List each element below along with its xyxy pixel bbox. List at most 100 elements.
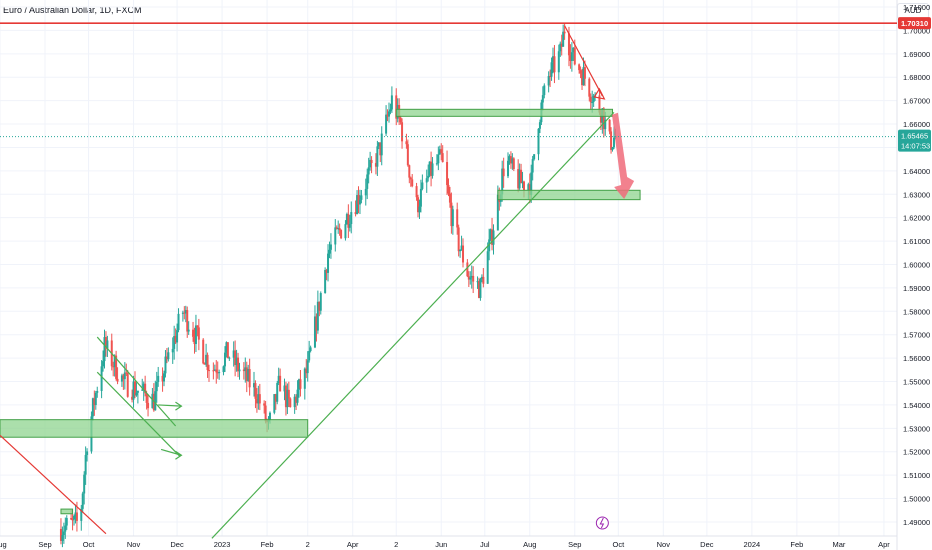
candle-down <box>401 122 404 142</box>
x-tick-label: Jul <box>480 540 490 549</box>
x-tick-label: 2 <box>394 540 398 549</box>
candle-down <box>583 67 586 79</box>
support-zone <box>395 108 614 117</box>
candle-up <box>309 347 312 351</box>
candle-down <box>522 181 525 190</box>
candle-up <box>507 160 510 177</box>
candle-down <box>598 95 601 113</box>
y-tick-label: 1.66000 <box>903 120 930 129</box>
candle-down <box>215 369 218 373</box>
candle-up <box>283 385 286 392</box>
candle-up <box>389 109 392 112</box>
candle-down <box>335 227 338 229</box>
candle-down <box>588 78 591 97</box>
candle-up <box>459 249 462 252</box>
candle-up <box>438 149 441 155</box>
candle-up <box>531 159 534 173</box>
candle-down <box>549 76 552 78</box>
x-tick-label: Dec <box>170 540 184 549</box>
candle-down <box>573 47 576 65</box>
x-tick-label: 2023 <box>214 540 231 549</box>
candle-down <box>263 403 266 406</box>
candle-up <box>348 224 351 228</box>
candle-down <box>472 275 475 282</box>
candle-down <box>482 276 485 284</box>
candle-down <box>450 202 453 227</box>
y-tick-label: 1.68000 <box>903 73 930 82</box>
candle-up <box>376 146 379 167</box>
candle-up <box>247 369 250 381</box>
candle-up <box>360 195 363 200</box>
candle-up <box>100 366 103 391</box>
candle-down <box>440 149 443 154</box>
last-price-text: 1.65465 <box>901 132 928 141</box>
candle-down <box>456 209 459 228</box>
candle-down <box>579 70 582 74</box>
candle-down <box>144 383 147 394</box>
candle-down <box>512 158 515 170</box>
candle-down <box>347 214 350 228</box>
candle-down <box>255 398 258 404</box>
candle-up <box>369 159 372 168</box>
candle-up <box>470 275 473 278</box>
candle-down <box>315 316 318 331</box>
candle-up <box>213 369 216 371</box>
candle-down <box>133 381 136 396</box>
candle-up <box>425 178 428 183</box>
candle-up <box>559 43 562 52</box>
candle-up <box>223 352 226 367</box>
candle-down <box>441 153 444 163</box>
candle-up <box>319 293 322 311</box>
candle-up <box>86 451 89 455</box>
candle-up <box>324 269 327 294</box>
candle-down <box>560 43 563 47</box>
event-icon[interactable] <box>595 516 609 530</box>
candle-up <box>120 375 123 382</box>
candle-down <box>248 369 251 388</box>
x-tick-label: Nov <box>127 540 141 549</box>
candle-up <box>244 367 247 372</box>
candle-down <box>457 227 460 252</box>
candle-down <box>386 114 389 117</box>
candle-down <box>71 519 74 521</box>
candle-up <box>327 253 330 273</box>
candle-down <box>563 31 566 34</box>
candle-down <box>379 142 382 156</box>
candle-down <box>245 367 248 381</box>
candle-up <box>228 357 231 359</box>
candle-down <box>462 245 465 263</box>
candle-down <box>509 156 512 164</box>
y-tick-label: 1.63000 <box>903 190 930 199</box>
candle-down <box>569 55 572 61</box>
candle-down <box>183 312 186 314</box>
candle-up <box>496 194 499 231</box>
y-tick-label: 1.69000 <box>903 50 930 59</box>
x-tick-label: Sep <box>568 540 581 549</box>
candle-up <box>205 354 208 365</box>
candle-down <box>203 363 206 365</box>
candle-down <box>409 177 412 180</box>
candle-down <box>196 325 199 328</box>
downtrend-line <box>564 25 603 97</box>
candle-up <box>527 184 530 190</box>
candle-down <box>354 212 357 215</box>
candle-up <box>521 181 524 184</box>
candle-down <box>131 396 134 400</box>
candle-up <box>612 137 615 148</box>
candle-up <box>329 244 332 250</box>
x-tick-label: Jun <box>435 540 447 549</box>
candle-up <box>469 277 472 280</box>
candle-up <box>132 381 135 400</box>
candle-up <box>367 167 370 175</box>
candle-down <box>608 119 611 132</box>
candle-up <box>218 372 221 374</box>
candle-up <box>296 389 299 403</box>
candle-up <box>276 382 279 402</box>
candle-up <box>592 95 595 103</box>
candle-up <box>64 525 67 532</box>
candle-up <box>508 156 511 161</box>
candle-up <box>476 281 479 283</box>
candle-up <box>427 175 430 179</box>
y-tick-label: 1.55000 <box>903 378 930 387</box>
